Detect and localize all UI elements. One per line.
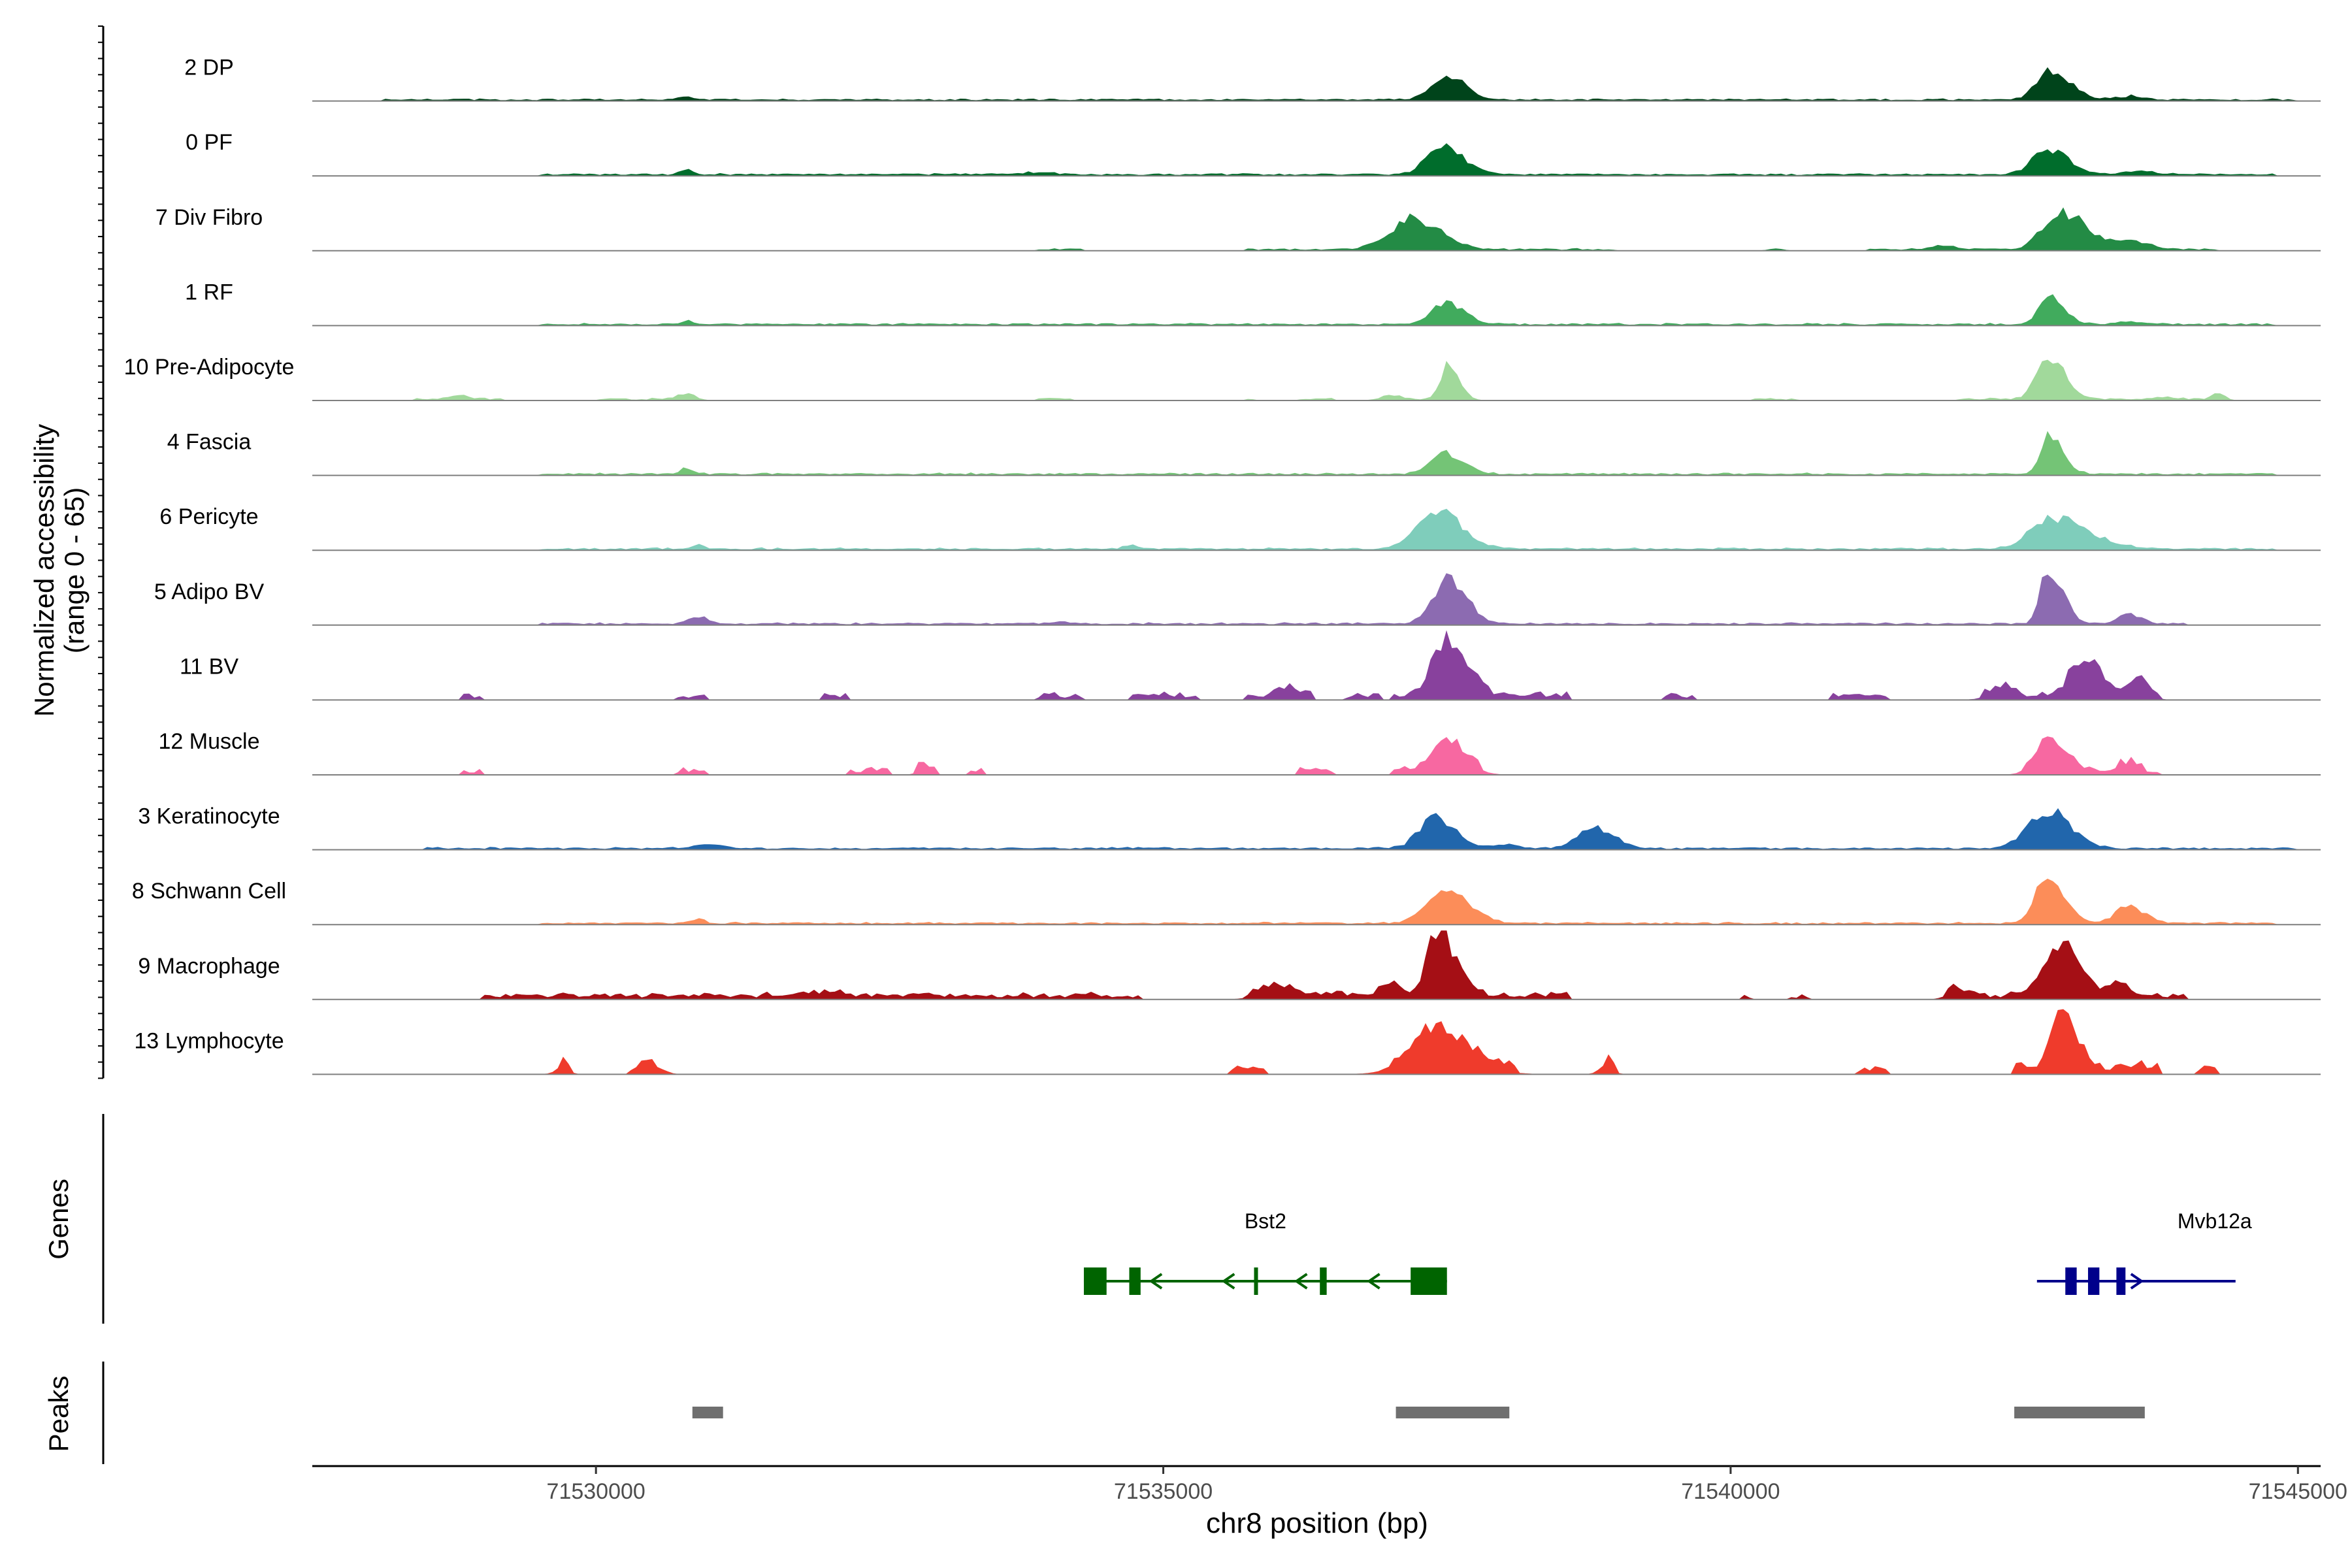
track-label-12-muscle: 12 Muscle	[159, 729, 260, 754]
gene-exon	[1083, 1267, 1107, 1295]
coverage-area-11-bv	[312, 630, 2321, 700]
gene-label-mvb12a: Mvb12a	[2178, 1209, 2252, 1233]
gene-exon	[2065, 1267, 2077, 1295]
gene-annotation-track: Bst2 Mvb12a	[102, 1114, 2252, 1324]
track-8-schwann-cell: 8 Schwann Cell	[132, 878, 2321, 926]
track-9-macrophage: 9 Macrophage	[138, 930, 2321, 1000]
track-label-13-lymphocyte: 13 Lymphocyte	[134, 1028, 284, 1053]
coverage-area-4-fascia	[312, 431, 2321, 476]
track-6-pericyte: 6 Pericyte	[159, 504, 2321, 551]
axis-titles: Normalized accessibility (range 0 - 65) …	[29, 424, 1428, 1539]
track-label-10-pre-adipocyte: 10 Pre-Adipocyte	[124, 355, 295, 380]
x-axis: 71530000 71535000 71540000 71545000	[312, 1465, 2347, 1504]
track-4-fascia: 4 Fascia	[167, 430, 2321, 476]
coverage-area-13-lymphocyte	[312, 1009, 2321, 1075]
x-tick-label: 71540000	[1681, 1479, 1780, 1504]
y-axis-title-line1: Normalized accessibility	[29, 424, 59, 717]
gene-mvb12a: Mvb12a	[2036, 1209, 2252, 1295]
coverage-area-5-adipo-bv	[312, 573, 2321, 626]
strand-arrow	[2130, 1273, 2144, 1290]
genes-track-title: Genes	[43, 1179, 74, 1260]
peak-region-track	[102, 1362, 2145, 1464]
coverage-area-1-rf	[312, 294, 2321, 326]
track-7-div-fibro: 7 Div Fibro	[155, 205, 2321, 252]
track-10-pre-adipocyte: 10 Pre-Adipocyte	[124, 355, 2321, 401]
strand-arrow	[1294, 1273, 1308, 1290]
track-label-9-macrophage: 9 Macrophage	[138, 954, 280, 979]
coverage-area-10-pre-adipocyte	[312, 359, 2321, 401]
gene-label-bst2: Bst2	[1245, 1209, 1286, 1233]
track-label-2-dp: 2 DP	[184, 56, 234, 80]
strand-arrow	[1367, 1273, 1380, 1290]
track-label-4-fascia: 4 Fascia	[167, 430, 252, 455]
coverage-area-7-div-fibro	[312, 207, 2321, 252]
x-tick-label: 71535000	[1114, 1479, 1213, 1504]
gene-exon	[1254, 1267, 1258, 1295]
coverage-area-12-muscle	[312, 736, 2321, 776]
track-12-muscle: 12 Muscle	[159, 729, 2321, 776]
peak-region	[692, 1407, 723, 1418]
track-3-keratinocyte: 3 Keratinocyte	[138, 804, 2321, 851]
strand-arrow	[1221, 1273, 1235, 1290]
track-5-adipo-bv: 5 Adipo BV	[154, 573, 2321, 626]
x-tick-label: 71545000	[2249, 1479, 2347, 1504]
gene-bst2: Bst2	[1083, 1209, 1447, 1295]
gene-exon	[2087, 1267, 2100, 1295]
coverage-area-8-schwann-cell	[312, 878, 2321, 925]
track-label-3-keratinocyte: 3 Keratinocyte	[138, 804, 280, 829]
track-0-pf: 0 PF	[186, 130, 2321, 177]
track-2-dp: 2 DP	[184, 56, 2321, 102]
track-label-0-pf: 0 PF	[186, 130, 233, 155]
track-label-5-adipo-bv: 5 Adipo BV	[154, 580, 265, 604]
peak-region	[1396, 1407, 1510, 1418]
coverage-area-9-macrophage	[312, 930, 2321, 1000]
gene-exon	[2116, 1267, 2126, 1295]
track-label-6-pericyte: 6 Pericyte	[159, 504, 258, 529]
track-13-lymphocyte: 13 Lymphocyte	[134, 1009, 2321, 1075]
gene-exon	[1411, 1267, 1447, 1295]
strand-arrow	[1149, 1273, 1163, 1290]
x-tick-label: 71530000	[547, 1479, 645, 1504]
track-11-bv: 11 BV	[180, 630, 2321, 701]
coverage-area-2-dp	[312, 67, 2321, 102]
track-1-rf: 1 RF	[185, 280, 2321, 327]
track-label-1-rf: 1 RF	[185, 280, 233, 304]
peaks-track-title: Peaks	[43, 1376, 74, 1452]
coverage-area-0-pf	[312, 143, 2321, 176]
track-label-8-schwann-cell: 8 Schwann Cell	[132, 879, 286, 904]
coverage-tracks: 2 DP 0 PF 7 Div Fibro 1 RF 10 Pre-Adipocyte 4…	[98, 25, 2321, 1079]
coverage-area-6-pericyte	[312, 508, 2321, 551]
y-axis-title-line2: (range 0 - 65)	[59, 487, 90, 653]
x-axis-title: chr8 position (bp)	[1206, 1507, 1428, 1539]
track-label-11-bv: 11 BV	[180, 654, 238, 679]
gene-exon	[1320, 1267, 1327, 1295]
coverage-area-3-keratinocyte	[312, 808, 2321, 851]
gene-exon	[1129, 1267, 1141, 1295]
peak-region	[2014, 1407, 2145, 1418]
track-label-7-div-fibro: 7 Div Fibro	[155, 205, 263, 230]
